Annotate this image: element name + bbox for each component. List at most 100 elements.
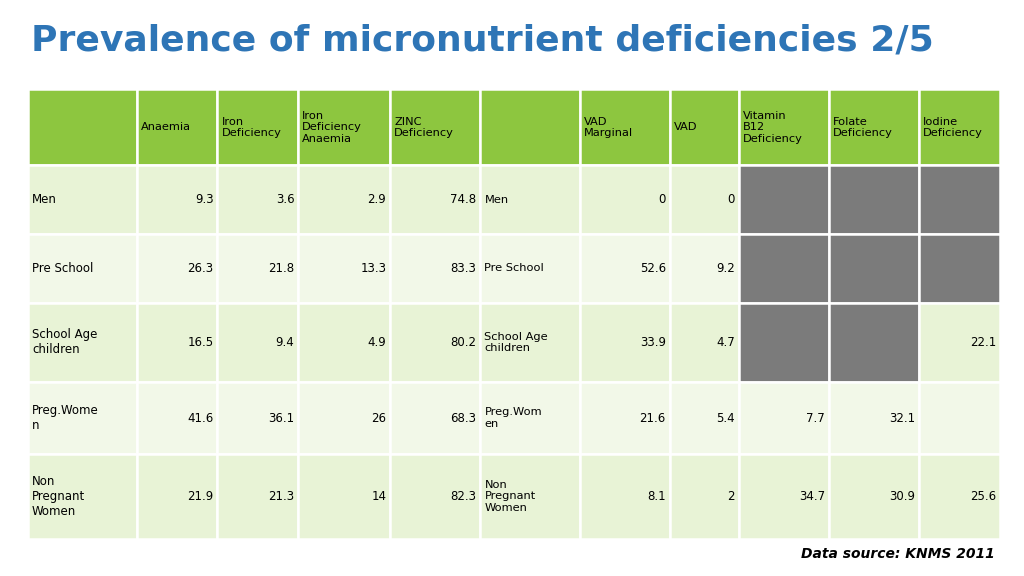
Bar [670,303,739,382]
Text: Data source: KNMS 2011: Data source: KNMS 2011 [801,547,995,560]
Text: 7.7: 7.7 [806,411,825,425]
Bar [829,454,920,539]
Text: 21.3: 21.3 [268,490,294,503]
Text: Pre School: Pre School [484,263,544,274]
Text: 14: 14 [372,490,386,503]
Bar [480,89,580,165]
Text: 2: 2 [727,490,735,503]
Text: Preg.Wom
en: Preg.Wom en [484,407,542,429]
Bar [390,165,480,234]
Bar [739,454,829,539]
Text: 36.1: 36.1 [268,411,294,425]
Text: School Age
children: School Age children [484,332,548,353]
Bar [739,165,829,234]
Text: 0: 0 [727,194,735,206]
Bar [480,382,580,454]
Bar [28,303,136,382]
Bar [298,165,390,234]
Bar [390,234,480,303]
Text: Iron
Deficiency
Anaemia: Iron Deficiency Anaemia [302,111,362,144]
Bar [580,454,670,539]
Bar [298,89,390,165]
Bar [920,382,1000,454]
Text: Anaemia: Anaemia [140,122,190,132]
Bar [136,89,217,165]
Bar [580,382,670,454]
Bar [920,454,1000,539]
Bar [390,382,480,454]
Bar [217,303,298,382]
Bar [920,165,1000,234]
Bar [217,165,298,234]
Bar [480,303,580,382]
Bar [920,303,1000,382]
Bar [670,454,739,539]
Text: 5.4: 5.4 [716,411,735,425]
Bar [739,382,829,454]
Text: 21.8: 21.8 [268,262,294,275]
Bar [829,303,920,382]
Text: 13.3: 13.3 [360,262,386,275]
Bar [390,303,480,382]
Bar [298,234,390,303]
Text: 3.6: 3.6 [275,194,294,206]
Text: 2.9: 2.9 [368,194,386,206]
Text: 9.4: 9.4 [275,336,294,349]
Text: Non
Pregnant
Women: Non Pregnant Women [32,475,85,518]
Bar [298,303,390,382]
Text: Vitamin
B12
Deficiency: Vitamin B12 Deficiency [742,111,803,144]
Text: Folate
Deficiency: Folate Deficiency [833,116,893,138]
Text: 4.7: 4.7 [716,336,735,349]
Text: 74.8: 74.8 [451,194,476,206]
Text: 4.9: 4.9 [368,336,386,349]
Bar [136,382,217,454]
Bar [739,89,829,165]
Bar [829,89,920,165]
Text: 26: 26 [372,411,386,425]
Text: 9.3: 9.3 [195,194,213,206]
Bar [670,165,739,234]
Bar [920,89,1000,165]
Bar [217,382,298,454]
Bar [670,234,739,303]
Bar [28,382,136,454]
Text: 21.9: 21.9 [187,490,213,503]
Text: 83.3: 83.3 [451,262,476,275]
Bar [739,303,829,382]
Bar [829,234,920,303]
Text: Prevalence of micronutrient deficiencies 2/5: Prevalence of micronutrient deficiencies… [31,23,934,57]
Bar [580,234,670,303]
Bar [670,382,739,454]
Text: Non
Pregnant
Women: Non Pregnant Women [484,480,536,513]
Text: 30.9: 30.9 [889,490,915,503]
Bar [829,165,920,234]
Text: 8.1: 8.1 [647,490,666,503]
Bar [829,382,920,454]
Bar [920,234,1000,303]
Text: 9.2: 9.2 [716,262,735,275]
Bar [28,234,136,303]
Bar [580,303,670,382]
Bar [136,303,217,382]
Text: Iodine
Deficiency: Iodine Deficiency [923,116,983,138]
Text: 25.6: 25.6 [970,490,996,503]
Text: Pre School: Pre School [32,262,93,275]
Bar [217,89,298,165]
Text: Preg.Wome
n: Preg.Wome n [32,404,98,432]
Text: 22.1: 22.1 [970,336,996,349]
Bar [298,454,390,539]
Bar [217,454,298,539]
Text: 32.1: 32.1 [889,411,915,425]
Bar [28,454,136,539]
Text: 34.7: 34.7 [799,490,825,503]
Text: 21.6: 21.6 [640,411,666,425]
Bar [480,234,580,303]
Bar [136,454,217,539]
Text: ZINC
Deficiency: ZINC Deficiency [394,116,455,138]
Text: 41.6: 41.6 [187,411,213,425]
Bar [136,165,217,234]
Text: School Age
children: School Age children [32,328,97,357]
Text: VAD: VAD [674,122,697,132]
Text: 68.3: 68.3 [451,411,476,425]
Bar [739,234,829,303]
